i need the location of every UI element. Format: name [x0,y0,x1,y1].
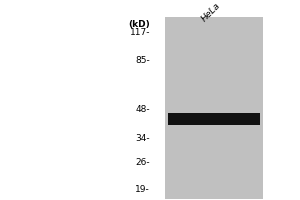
Text: 19-: 19- [135,185,150,194]
Text: 117-: 117- [130,28,150,37]
Bar [168,113,260,125]
Text: 85-: 85- [135,56,150,65]
Text: 48-: 48- [135,105,150,114]
Bar [165,17,263,199]
Text: 26-: 26- [135,158,150,167]
Text: HeLa: HeLa [200,1,222,24]
Text: 34-: 34- [135,134,150,143]
Text: (kD): (kD) [128,20,150,29]
